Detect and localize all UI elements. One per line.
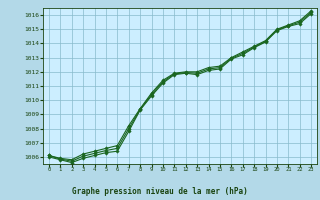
Text: Graphe pression niveau de la mer (hPa): Graphe pression niveau de la mer (hPa) [72, 187, 248, 196]
